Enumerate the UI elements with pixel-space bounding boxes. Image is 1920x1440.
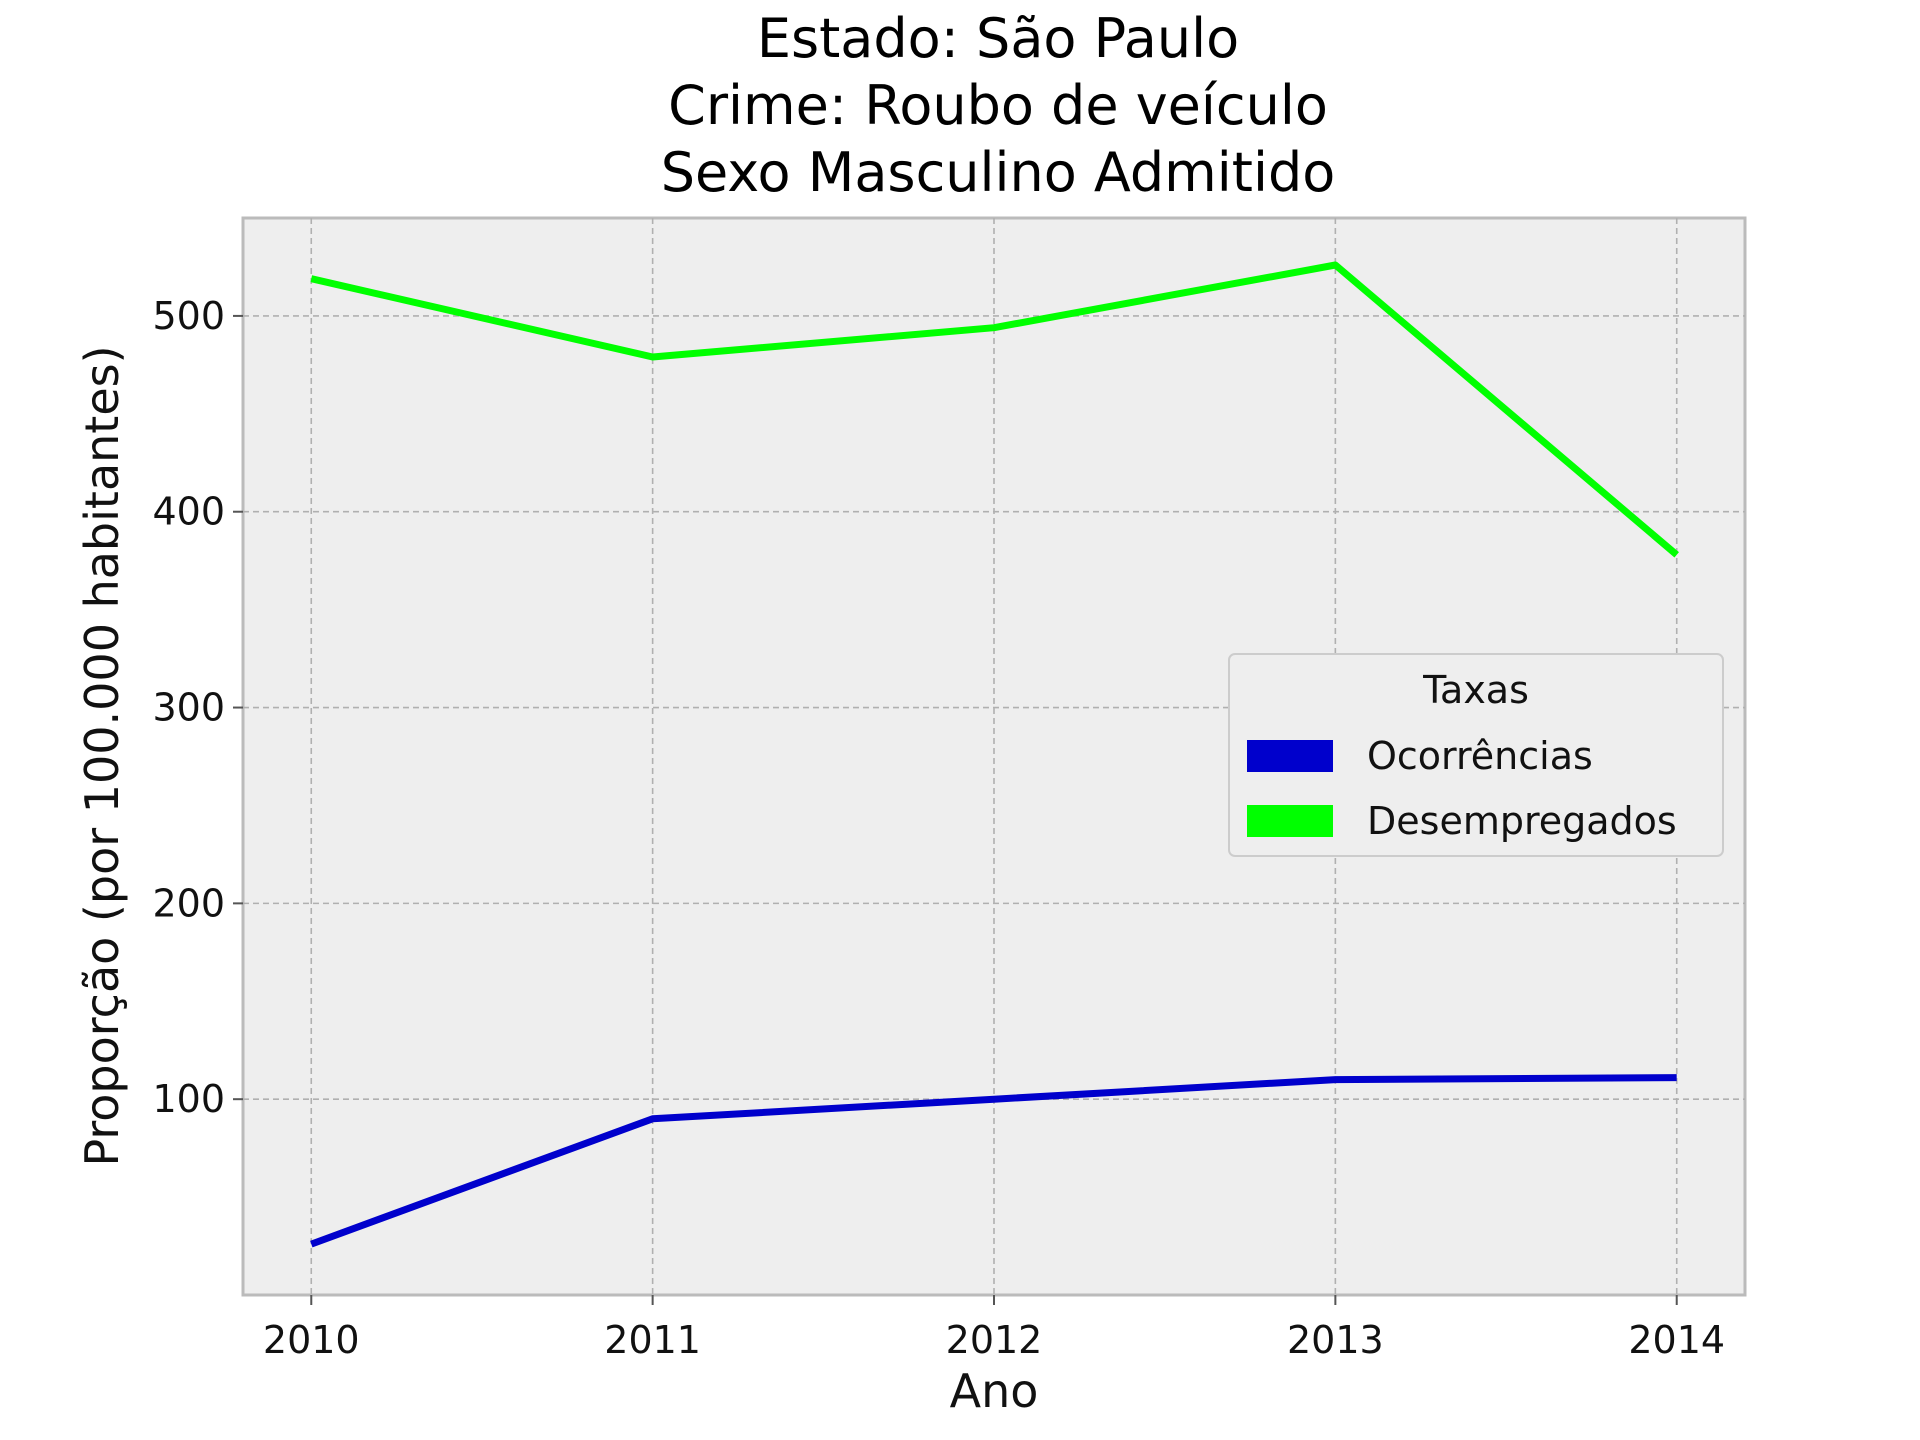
title-line-1: Estado: São Paulo [757, 7, 1239, 70]
title-line-2: Crime: Roubo de veículo [668, 74, 1328, 137]
y-tick-label: 100 [152, 1077, 225, 1121]
legend-label: Desempregados [1367, 799, 1677, 843]
legend-box [1228, 653, 1724, 857]
y-tick-labels: 100 200 300 400 500 [152, 294, 243, 1121]
x-tick-label: 2010 [263, 1318, 360, 1362]
y-axis-label: Proporção (por 100.000 habitantes) [75, 345, 129, 1166]
series-lines [310, 261, 1679, 1248]
legend-swatch [1247, 805, 1333, 837]
legend: Taxas Ocorrências Desempregados [1228, 653, 1724, 857]
chart-title: Estado: São Paulo Crime: Roubo de veícul… [661, 7, 1336, 204]
legend-title: Taxas [1422, 668, 1529, 712]
grid-lines [243, 218, 1745, 1295]
y-tick-label: 400 [152, 490, 225, 534]
title-line-3: Sexo Masculino Admitido [661, 141, 1336, 204]
y-tick-label: 300 [152, 686, 225, 730]
x-tick-label: 2014 [1628, 1318, 1725, 1362]
legend-items: Ocorrências Desempregados [1247, 734, 1677, 843]
x-tick-label: 2011 [604, 1318, 701, 1362]
x-tick-label: 2013 [1287, 1318, 1384, 1362]
series-line-2 [310, 261, 1679, 558]
y-tick-label: 500 [152, 294, 225, 338]
x-tick-label: 2012 [946, 1318, 1043, 1362]
x-axis-label: Ano [950, 1364, 1039, 1418]
y-tick-label: 200 [152, 881, 225, 925]
legend-label: Ocorrências [1367, 734, 1593, 778]
x-tick-labels: 2010 2011 2012 2013 2014 [263, 1295, 1725, 1362]
legend-swatch [1247, 740, 1333, 772]
series-line-1 [310, 1074, 1677, 1248]
